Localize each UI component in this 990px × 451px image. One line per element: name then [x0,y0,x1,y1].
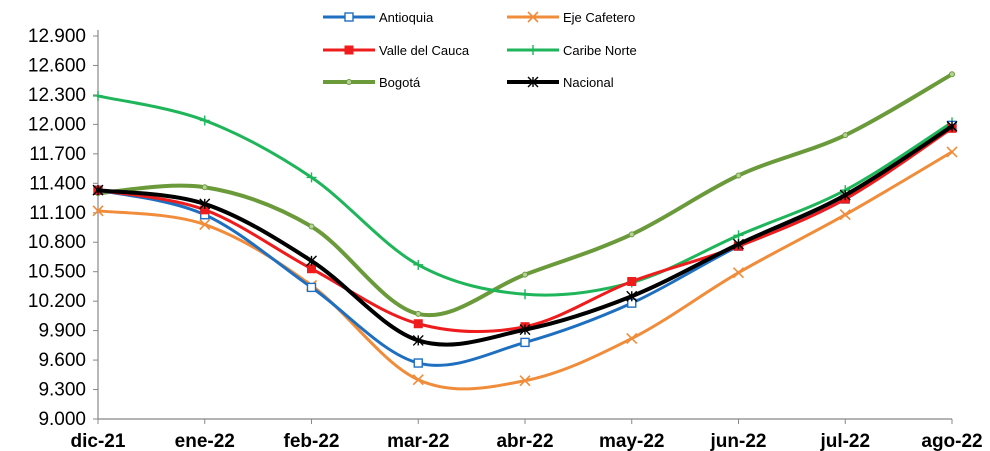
x-tick-label: may-22 [599,431,665,451]
series-valle-del-cauca [93,123,957,334]
x-tick-label: ago-22 [921,431,982,451]
series-caribe-norte [93,90,957,300]
x-tick-label: jun-22 [710,431,767,451]
data-point-nacional [839,189,851,201]
data-point-valle-del-cauca [307,264,316,274]
legend-label-nacional: Nacional [563,75,614,90]
data-point-nacional [733,238,744,250]
x-tick-label: feb-22 [284,431,340,451]
data-point-antioquia [413,358,423,368]
data-point-valle-del-cauca [413,319,423,329]
series-line-nacional [96,124,954,347]
data-point-bogota [735,172,742,179]
x-tick-label: ene-22 [175,431,235,451]
legend-marker-nacional [527,76,539,88]
data-point-bogota [201,184,208,191]
y-tick-label: 10.200 [28,291,86,312]
legend-item-caribe-norte: Caribe Norte [507,43,637,58]
data-point-bogota [628,231,635,238]
data-point-nacional [519,324,531,336]
series-line-caribe-norte [96,94,954,297]
legend-item-eje-cafetero: Eje Cafetero [507,10,635,25]
data-point-nacional [626,290,638,302]
y-tick-label: 10.800 [28,232,86,253]
legend-label-eje-cafetero: Eje Cafetero [563,10,635,25]
y-tick-label: 11.100 [29,203,86,224]
data-point-caribe-norte [93,90,103,101]
series-eje-cafetero [92,146,958,391]
y-tick-label: 12.600 [28,55,86,76]
data-point-bogota [522,271,528,278]
data-point-caribe-norte [199,115,210,126]
y-tick-label: 9.000 [38,409,86,430]
data-point-nacional [412,334,424,346]
data-point-nacional [92,184,104,196]
y-tick-label: 12.900 [28,26,86,47]
data-point-eje-cafetero [412,374,424,386]
y-tick-label: 9.300 [38,380,86,401]
legend-label-valle-del-cauca: Valle del Cauca [379,43,470,58]
data-point-antioquia [520,337,530,348]
legend-marker-eje-cafetero [527,11,539,23]
data-point-caribe-norte [306,172,317,183]
legend-item-bogota: Bogotá [323,75,421,90]
y-tick-label: 11.400 [29,173,86,194]
series-line-eje-cafetero [96,150,954,391]
data-point-caribe-norte [733,230,744,241]
x-tick-label: mar-22 [387,431,449,451]
data-point-nacional [199,198,211,210]
series-line-valle-del-cauca [96,126,954,334]
data-point-eje-cafetero [946,146,958,158]
legend-item-nacional: Nacional [507,75,614,90]
x-tick-label: jul-22 [819,431,870,451]
data-point-nacional [306,255,317,267]
data-point-eje-cafetero [626,332,638,345]
legend-item-valle-del-cauca: Valle del Cauca [323,43,470,58]
data-point-eje-cafetero [199,218,211,231]
data-point-bogota [415,310,422,317]
y-tick-label: 12.000 [28,114,86,135]
legend-marker-valle-del-cauca [344,45,354,55]
data-point-valle-del-cauca [627,277,637,287]
series-bogota [95,71,955,318]
x-tick-label: abr-22 [496,431,553,451]
data-point-eje-cafetero [92,205,104,217]
data-point-eje-cafetero [519,375,531,387]
legend-label-bogota: Bogotá [379,75,421,90]
legend-marker-bogota [346,79,352,85]
legend-item-antioquia: Antioquia [323,10,434,25]
y-tick-label: 9.600 [38,350,86,371]
series-line-bogota [96,72,954,318]
legend-marker-antioquia [344,12,354,22]
y-tick-label: 11.700 [29,144,86,165]
data-point-antioquia [306,282,317,293]
legend-label-antioquia: Antioquia [379,10,434,25]
data-point-eje-cafetero [839,209,851,221]
data-point-eje-cafetero [732,267,745,279]
data-point-nacional [946,120,958,132]
data-point-bogota [949,71,955,78]
data-point-bogota [308,223,315,230]
y-tick-label: 10.500 [28,262,86,283]
x-tick-label: dic-21 [71,431,126,451]
legend-marker-caribe-norte [528,45,538,55]
y-tick-label: 12.300 [28,85,86,106]
data-point-caribe-norte [413,259,424,270]
data-point-bogota [842,132,849,139]
y-tick-label: 9.900 [38,321,86,342]
data-point-caribe-norte [520,289,530,300]
series-nacional [92,120,958,347]
legend-label-caribe-norte: Caribe Norte [563,43,637,58]
